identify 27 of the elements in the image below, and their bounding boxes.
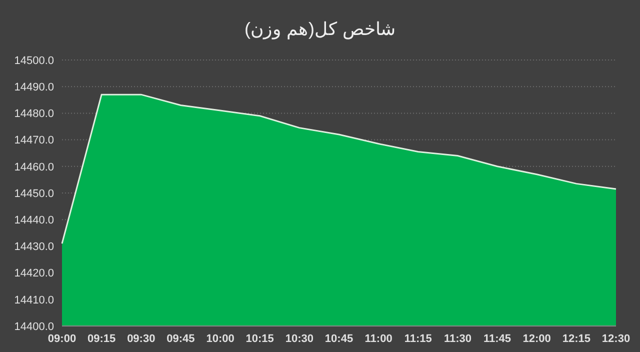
y-tick-label: 14420.0 <box>14 268 54 280</box>
x-tick-label: 12:30 <box>602 332 630 345</box>
y-tick-label: 14410.0 <box>14 294 54 306</box>
y-tick-label: 14400.0 <box>14 320 54 333</box>
x-tick-label: 11:00 <box>364 332 392 345</box>
x-tick-label: 11:30 <box>444 332 472 345</box>
x-tick-label: 11:45 <box>484 332 512 345</box>
x-tick-label: 11:15 <box>404 332 432 345</box>
y-tick-label: 14440.0 <box>14 214 54 227</box>
x-tick-label: 12:00 <box>522 332 551 345</box>
y-tick-label: 14490.0 <box>14 82 54 94</box>
x-tick-label: 09:00 <box>48 332 76 345</box>
x-tick-label: 10:00 <box>206 332 234 345</box>
y-tick-label: 14480.0 <box>14 108 54 120</box>
y-tick-label: 14430.0 <box>14 241 54 254</box>
y-tick-label: 14500.0 <box>14 54 54 67</box>
x-tick-label: 12:15 <box>562 332 590 345</box>
y-tick-label: 14460.0 <box>14 161 54 174</box>
y-tick-label: 14450.0 <box>14 188 54 200</box>
x-tick-label: 09:15 <box>88 332 116 345</box>
x-tick-label: 10:45 <box>324 332 354 345</box>
chart-title: شاخص کل(هم وزن) <box>244 18 396 40</box>
x-tick-label: 10:30 <box>285 332 314 345</box>
x-tick-label: 09:45 <box>166 332 195 345</box>
x-tick-label: 09:30 <box>127 332 156 345</box>
y-tick-label: 14470.0 <box>14 134 54 147</box>
x-tick-label: 10:15 <box>246 332 274 345</box>
